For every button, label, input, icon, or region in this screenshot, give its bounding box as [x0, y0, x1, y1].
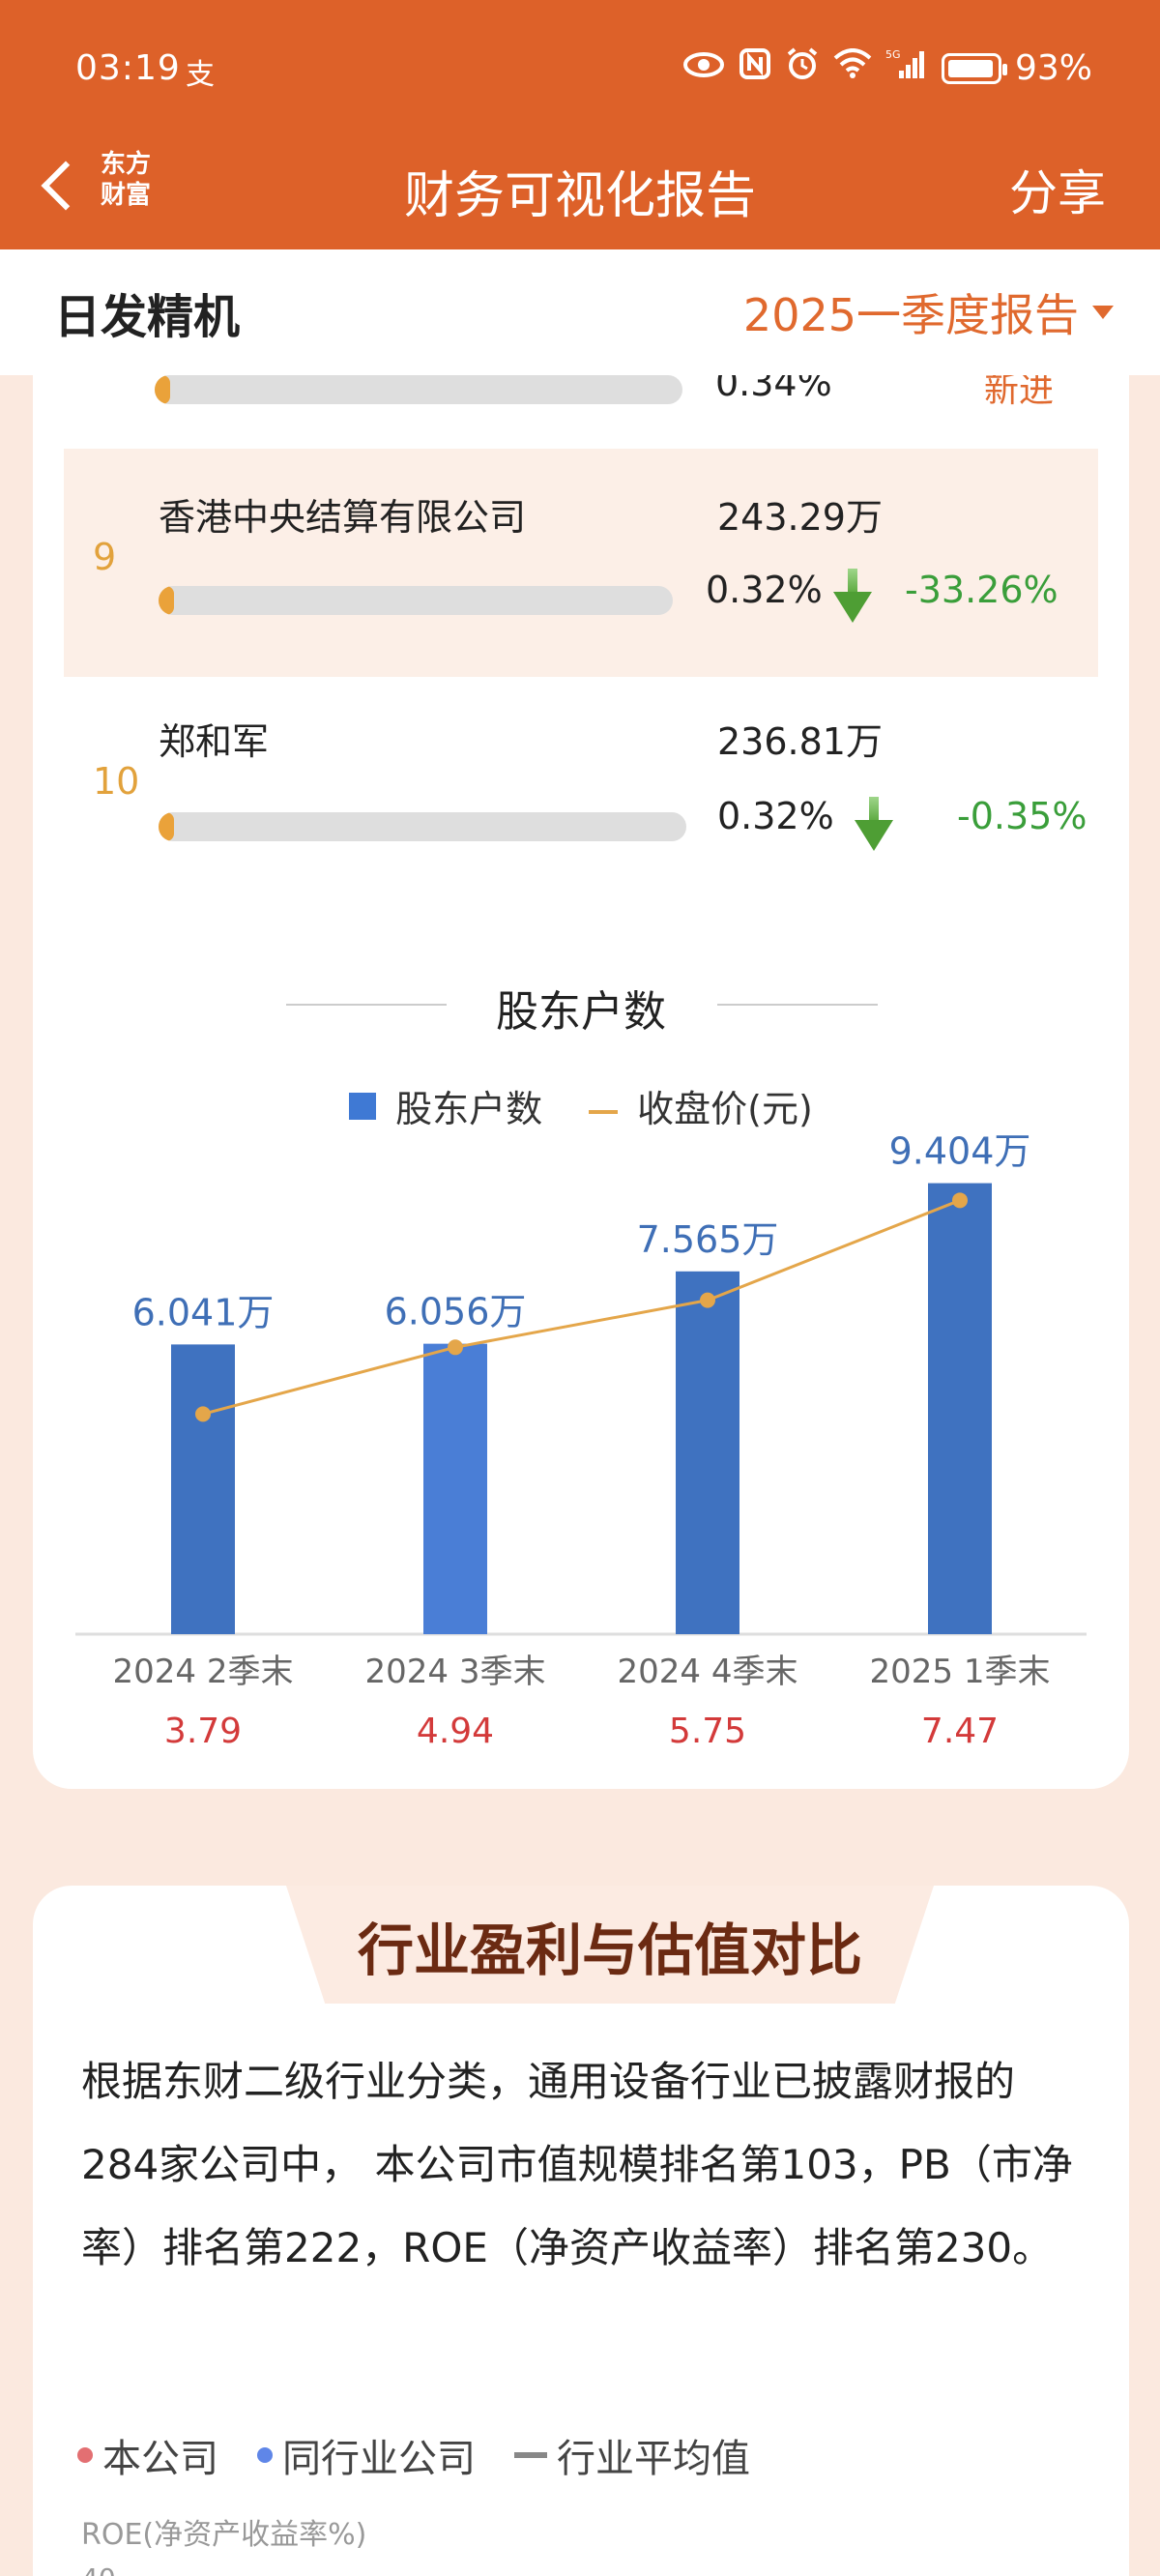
close-price-label: 5.75	[669, 1712, 746, 1751]
alipay-icon: 支	[186, 58, 215, 92]
holder-status-8: 新进	[984, 375, 1055, 410]
holder-bar-fill	[159, 586, 174, 615]
close-price-label: 3.79	[164, 1712, 242, 1751]
holder-bar-fill	[159, 812, 175, 841]
close-price-label: 7.47	[921, 1712, 999, 1751]
eye-icon	[682, 48, 725, 88]
section-title: 股东户数	[496, 987, 666, 1037]
cellular-signal-icon: 5G	[885, 47, 928, 89]
close-price-label: 4.94	[417, 1712, 494, 1751]
legend-bar-item[interactable]: 股东户数	[349, 1079, 542, 1132]
period-selector[interactable]: 2025一季度报告	[743, 280, 1114, 344]
wifi-icon	[833, 48, 872, 88]
top-bar: 03:19 支 5G 93% 东方 财富 财	[0, 0, 1160, 249]
legend-peers-label: 同行业公司	[282, 2437, 476, 2481]
brand-logo: 东方 财富	[95, 149, 157, 211]
list-item[interactable]: 10 郑和军 236.81万 0.32% -0.35%	[64, 677, 1098, 905]
arrow-down-icon	[855, 797, 893, 851]
legend-bar-label: 股东户数	[395, 1088, 543, 1130]
legend-square-icon	[349, 1092, 377, 1120]
industry-paragraph: 根据东财二级行业分类，通用设备行业已披露财报的284家公司中， 本公司市值规模排…	[81, 2058, 1073, 2271]
holder-shares: 243.29万	[717, 496, 883, 539]
roe-tick-label: 40	[81, 2562, 116, 2576]
price-point	[700, 1292, 715, 1308]
holder-bar	[159, 586, 673, 615]
x-tick-label: 2024 4季末	[618, 1653, 798, 1691]
holder-bar-fill-8	[155, 375, 171, 404]
battery-percent: 93%	[1014, 48, 1092, 88]
title-divider-right	[717, 1004, 878, 1006]
holder-change: -33.26%	[905, 569, 1058, 611]
legend-average[interactable]: 行业平均值	[514, 2427, 750, 2483]
holder-pct: 0.32%	[717, 795, 834, 837]
nfc-icon	[739, 47, 771, 89]
bar-value-label: 9.404万	[889, 1130, 1031, 1173]
dash-icon	[514, 2452, 547, 2458]
list-item[interactable]: 9 香港中央结算有限公司 243.29万 0.32% -33.26%	[64, 449, 1098, 677]
price-point	[448, 1339, 463, 1356]
legend-average-label: 行业平均值	[557, 2437, 750, 2481]
roe-axis-label: ROE(净资产收益率%)	[81, 2518, 367, 2552]
blue-dot-icon	[257, 2447, 273, 2463]
caret-down-icon	[1092, 306, 1114, 319]
bar-mark	[928, 1183, 992, 1634]
status-time: 03:19	[75, 48, 181, 88]
industry-legend: 本公司 同行业公司 行业平均值	[77, 2427, 750, 2483]
shareholders-card: 0.34% 新进 9 香港中央结算有限公司 243.29万 0.32% -33.…	[33, 375, 1129, 1789]
alarm-icon	[785, 46, 820, 90]
holder-name: 香港中央结算有限公司	[159, 496, 527, 539]
holder-pct-8: 0.34%	[715, 375, 832, 404]
svg-text:5G: 5G	[885, 48, 901, 61]
legend-peers[interactable]: 同行业公司	[257, 2427, 476, 2483]
x-tick-label: 2025 1季末	[870, 1653, 1051, 1691]
title-divider-left	[286, 1004, 447, 1006]
stock-name: 日发精机	[54, 290, 241, 344]
battery-icon	[941, 52, 1007, 84]
legend-line-item[interactable]: 收盘价(元)	[589, 1079, 813, 1132]
industry-title: 行业盈利与估值对比	[357, 1917, 862, 1983]
nav-bar: 东方 财富 财务可视化报告 分享	[0, 141, 1160, 249]
stock-header: 日发精机 2025一季度报告	[0, 249, 1160, 375]
legend-line-label: 收盘价(元)	[637, 1088, 813, 1130]
bar-value-label: 6.041万	[132, 1291, 275, 1333]
bar-mark	[171, 1344, 235, 1634]
holder-change: -0.35%	[957, 795, 1088, 837]
status-bar: 03:19 支 5G 93%	[0, 0, 1160, 141]
chart-canvas: 6.041万 2024 2季末 3.79 6.056万 2024 3季末 4.94 7.56…	[75, 1130, 1087, 1751]
legend-line-icon	[589, 1109, 619, 1114]
price-point	[195, 1406, 211, 1422]
holder-bar	[159, 812, 686, 841]
holder-bar-8	[155, 375, 682, 404]
bar-value-label: 6.056万	[385, 1291, 527, 1333]
legend-company[interactable]: 本公司	[77, 2427, 218, 2483]
share-button[interactable]: 分享	[1009, 165, 1106, 221]
x-tick-label: 2024 2季末	[113, 1653, 294, 1691]
page-title: 财务可视化报告	[403, 167, 756, 225]
holder-rank: 9	[93, 536, 117, 578]
red-dot-icon	[77, 2447, 93, 2463]
holder-rank: 10	[93, 760, 140, 803]
price-point	[952, 1192, 968, 1209]
industry-card: 行业盈利与估值对比 根据东财二级行业分类，通用设备行业已披露财报的284家公司中…	[33, 1886, 1129, 2576]
brand-line-2: 财富	[100, 181, 151, 210]
status-icons: 5G 93%	[682, 46, 1092, 90]
chart-legend: 股东户数 收盘价(元)	[33, 1079, 1129, 1132]
bar-mark	[676, 1271, 740, 1634]
legend-company-label: 本公司	[102, 2437, 218, 2481]
arrow-down-icon	[833, 569, 872, 623]
holder-pct: 0.32%	[706, 569, 823, 611]
industry-tab: 行业盈利与估值对比	[286, 1886, 934, 2004]
price-line	[202, 1198, 961, 1416]
brand-line-1: 东方	[100, 150, 151, 179]
bar-value-label: 7.565万	[637, 1218, 779, 1261]
holder-name: 郑和军	[159, 720, 270, 763]
shareholders-chart: 6.041万 2024 2季末 3.79 6.056万 2024 3季末 4.94 7.56…	[33, 375, 1129, 1789]
holder-shares: 236.81万	[717, 720, 883, 763]
x-tick-label: 2024 3季末	[365, 1653, 546, 1691]
period-label: 2025一季度报告	[742, 289, 1079, 341]
bar-mark	[423, 1343, 487, 1634]
